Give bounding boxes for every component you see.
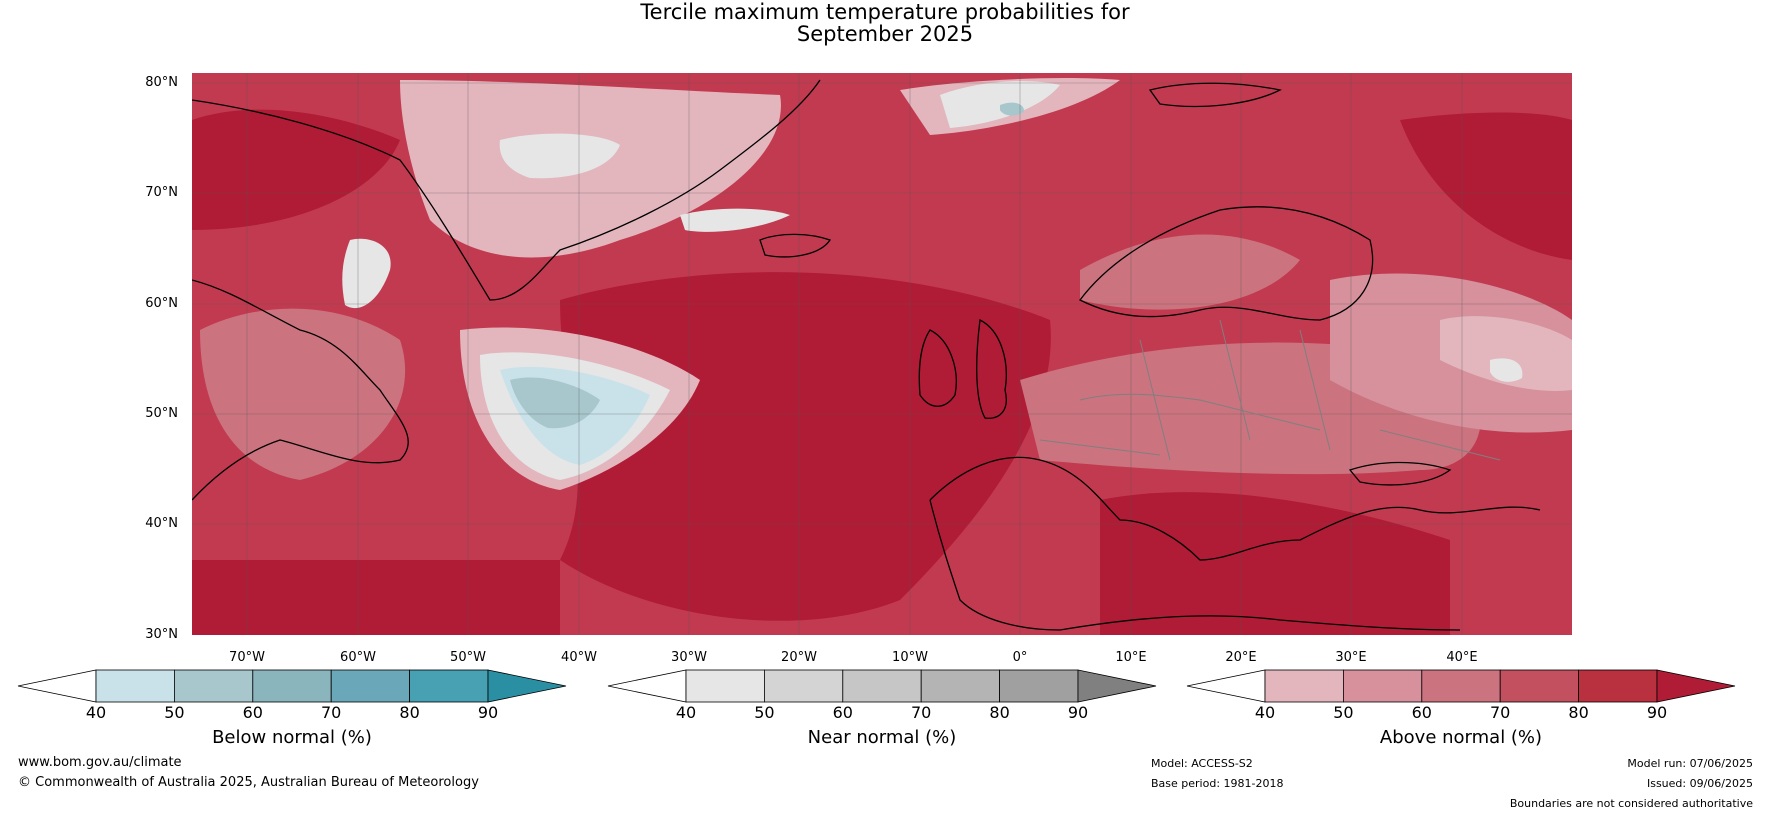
probability-field bbox=[192, 73, 1572, 635]
field-dark-med bbox=[1100, 492, 1450, 635]
colorbar-tick-label: 70 bbox=[1490, 703, 1511, 722]
colorbar-title-above: Above normal (%) bbox=[1379, 727, 1543, 748]
colorbar-tick-label: 90 bbox=[477, 703, 499, 722]
footer-base-period: Base period: 1981-2018 bbox=[1151, 777, 1284, 790]
colorbar-tick-label: 60 bbox=[242, 703, 263, 722]
colorbar-tick-label: 60 bbox=[832, 703, 853, 722]
colorbar-tick-label: 80 bbox=[1568, 703, 1589, 722]
colorbar-tick-label: 40 bbox=[1254, 703, 1276, 722]
colorbar-tick-label: 40 bbox=[675, 703, 697, 722]
colorbar-tick-label: 40 bbox=[85, 703, 107, 722]
colorbar-tick-label: 50 bbox=[754, 703, 775, 722]
footer-website: www.bom.gov.au/climate bbox=[18, 755, 182, 770]
lat-label-30n: 30°N bbox=[145, 627, 178, 642]
field-land-labrador bbox=[200, 308, 406, 480]
field-dark-atlantic bbox=[560, 272, 1051, 621]
footer-model: Model: ACCESS-S2 bbox=[1151, 757, 1253, 770]
lon-label-40w: 40°W bbox=[561, 650, 597, 665]
field-near-ural bbox=[1490, 358, 1523, 382]
colorbar-tick-label: 80 bbox=[399, 703, 420, 722]
colorbar-tick-label: 90 bbox=[1067, 703, 1089, 722]
country-borders bbox=[1039, 319, 1501, 461]
lon-label-60w: 60°W bbox=[340, 650, 376, 665]
lon-label-0: 0° bbox=[1012, 650, 1028, 665]
colorbar-tick-label: 50 bbox=[1333, 703, 1354, 722]
lon-label-30w: 30°W bbox=[671, 650, 707, 665]
field-pale-ural bbox=[1440, 316, 1572, 391]
lon-label-30e: 30°E bbox=[1335, 650, 1367, 665]
colorbar-tick-label: 70 bbox=[321, 703, 342, 722]
field-near-svalbard bbox=[940, 81, 1060, 128]
colorbar-title-near: Near normal (%) bbox=[807, 727, 957, 748]
field-below-svalbard bbox=[1000, 102, 1025, 116]
graticule bbox=[192, 73, 1572, 635]
lat-label-50n: 50°N bbox=[145, 406, 178, 421]
coastlines bbox=[192, 79, 1541, 631]
lon-label-10w: 10°W bbox=[892, 650, 928, 665]
lon-label-50w: 50°W bbox=[450, 650, 486, 665]
colorbar-title-below: Below normal (%) bbox=[212, 727, 372, 748]
map-title-line-1: Tercile maximum temperature probabilitie… bbox=[640, 0, 1130, 24]
lat-label-60n: 60°N bbox=[145, 296, 178, 311]
footer-issued: Issued: 09/06/2025 bbox=[1646, 777, 1753, 790]
lon-label-40e: 40°E bbox=[1446, 650, 1478, 665]
field-land-scandinavia bbox=[1080, 234, 1300, 310]
colorbar-tick-label: 80 bbox=[989, 703, 1010, 722]
field-near-baffin bbox=[342, 238, 391, 309]
colorbar-tick-label: 90 bbox=[1646, 703, 1668, 722]
colorbar-tick-label: 60 bbox=[1411, 703, 1432, 722]
colorbar-tick-label: 50 bbox=[164, 703, 185, 722]
lon-label-70w: 70°W bbox=[229, 650, 265, 665]
footer-model-run: Model run: 07/06/2025 bbox=[1627, 757, 1753, 770]
lat-label-80n: 80°N bbox=[145, 75, 178, 90]
lat-label-70n: 70°N bbox=[145, 185, 178, 200]
footer-disclaimer: Boundaries are not considered authoritat… bbox=[1509, 797, 1753, 810]
field-dark-baffin bbox=[192, 109, 400, 230]
lon-label-20w: 20°W bbox=[781, 650, 817, 665]
lon-label-10e: 10°E bbox=[1115, 650, 1147, 665]
field-below-core bbox=[510, 377, 600, 429]
lon-label-20e: 20°E bbox=[1225, 650, 1257, 665]
colorbar-tick-label: 70 bbox=[911, 703, 932, 722]
field-near-greenland bbox=[499, 133, 620, 179]
field-near-denmark-strait bbox=[680, 208, 790, 232]
lat-label-40n: 40°N bbox=[145, 516, 178, 531]
map-title-line-2: September 2025 bbox=[796, 22, 974, 46]
footer-copyright: © Commonwealth of Australia 2025, Austra… bbox=[18, 775, 479, 790]
field-dark-arctic-east bbox=[1400, 112, 1572, 260]
